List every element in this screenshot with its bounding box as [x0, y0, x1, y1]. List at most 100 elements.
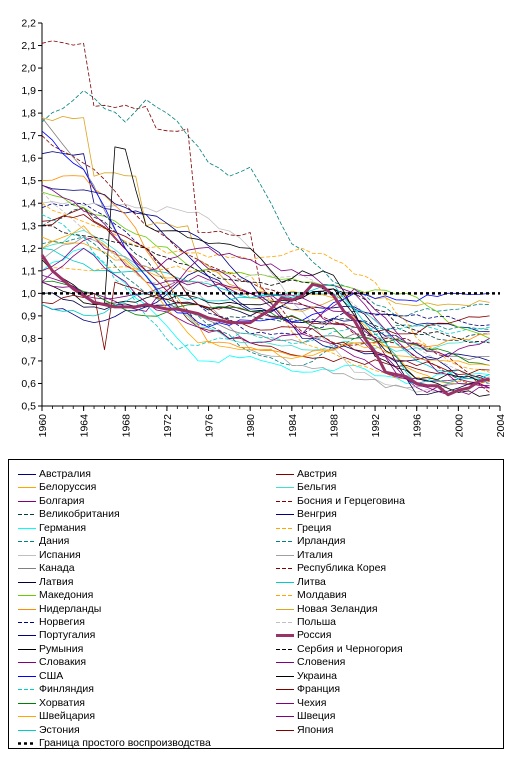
legend-label: Великобритания — [39, 508, 120, 521]
series-line-1 — [41, 207, 490, 375]
y-tick-label: 0,7 — [21, 355, 36, 367]
y-tick-label: 0,9 — [21, 310, 36, 322]
legend-swatch — [18, 729, 36, 731]
y-tick-label: 1,1 — [21, 265, 36, 277]
legend-swatch — [276, 675, 294, 677]
legend-label: Канада — [39, 562, 75, 575]
series-line-18 — [41, 191, 490, 339]
legend-label: Финляндия — [39, 683, 94, 696]
legend-swatch — [18, 487, 36, 489]
legend-label: Швейцария — [39, 710, 96, 723]
legend-label: Нидерланды — [39, 602, 102, 615]
series-line-24 — [41, 184, 490, 363]
legend-swatch — [18, 527, 36, 529]
x-axis: 1960 1964 1968 1972 1976 1980 1984 1988 1992 1996… — [37, 405, 507, 438]
y-tick-label: 0,6 — [21, 378, 36, 390]
legend-label: США — [39, 669, 64, 682]
legend-label: Эстония — [39, 723, 80, 736]
legend-swatch — [276, 514, 294, 516]
series-line-21 — [41, 116, 490, 312]
series-line-30 — [41, 130, 490, 328]
legend-label: Бельгия — [297, 481, 337, 494]
legend-swatch — [18, 474, 36, 475]
legend-swatch — [276, 554, 294, 556]
legend-swatch — [276, 581, 294, 583]
y-tick-label: 0,8 — [21, 333, 36, 345]
legend-swatch — [276, 634, 294, 638]
series-line-33 — [41, 214, 490, 335]
legend-label: Чехия — [297, 696, 327, 709]
legend: Австралия Австрия Белоруссия Бельгия Болгари… — [8, 459, 504, 749]
legend-swatch — [18, 568, 36, 570]
legend-swatch — [18, 541, 36, 543]
legend-label: Австрия — [297, 468, 337, 480]
legend-label: Норвегия — [39, 615, 85, 628]
legend-label: Испания — [39, 548, 81, 561]
legend-swatch — [18, 742, 36, 745]
y-tick-label: 1,0 — [21, 288, 36, 300]
legend-label: Словакия — [39, 656, 87, 669]
legend-label: Словения — [297, 656, 346, 669]
y-axis: 0,5 0,6 0,7 0,8 0,9 1,0 1,1 1,2 1,3 1,4 1,5 1,6 1,7 1… — [21, 18, 43, 413]
y-tick-label: 1,7 — [21, 130, 36, 142]
legend-swatch — [276, 595, 294, 597]
series-line-37 — [41, 247, 490, 357]
series-line-23 — [41, 191, 490, 384]
series-line-31 — [41, 281, 490, 397]
legend-label: Босния и Герцеговина — [297, 494, 405, 507]
chart: 0,5 0,6 0,7 0,8 0,9 1,0 1,1 1,2 1,3 1,4 1,5 1,6 1,7 1… — [21, 18, 507, 438]
x-tick-label: 1964 — [79, 414, 91, 438]
series-line-17 — [41, 247, 490, 384]
x-tick-label: 1960 — [37, 414, 49, 438]
legend-swatch — [18, 595, 36, 597]
legend-label: Сербия и Черногория — [297, 642, 403, 655]
series-line-10 — [41, 236, 490, 366]
y-tick-label: 2,0 — [21, 63, 36, 75]
legend-swatch — [18, 702, 36, 704]
x-tick-label: 1976 — [204, 414, 216, 438]
x-tick-label: 1984 — [287, 414, 299, 438]
legend-label: Болгария — [39, 494, 85, 507]
legend-label: Польша — [297, 615, 337, 628]
legend-swatch — [18, 581, 36, 583]
series-line-11 — [41, 90, 490, 317]
legend-label: Республика Корея — [297, 562, 387, 575]
series-line-28 — [41, 184, 490, 389]
legend-swatch — [276, 648, 294, 650]
legend-swatch — [276, 474, 294, 475]
series-line-27 — [42, 225, 490, 344]
x-tick-label: 1980 — [245, 414, 257, 438]
legend-swatch — [276, 621, 294, 623]
legend-swatch — [18, 621, 36, 623]
legend-label: Япония — [297, 723, 334, 736]
legend-label: Румыния — [39, 642, 84, 655]
x-tick-label: 1972 — [162, 414, 174, 438]
legend-swatch — [18, 554, 36, 556]
y-tick-label: 1,5 — [21, 175, 36, 187]
legend-label: Италия — [297, 548, 333, 561]
y-tick-label: 2,2 — [21, 18, 36, 30]
legend-label: Россия — [297, 629, 332, 642]
legend-swatch — [18, 608, 36, 610]
legend-label: Македония — [39, 589, 94, 602]
x-tick-label: 1996 — [412, 414, 424, 438]
legend-swatch — [18, 648, 36, 650]
legend-swatch — [276, 541, 294, 543]
x-tick-label: 1992 — [370, 414, 382, 438]
legend-label: Ирландия — [297, 535, 346, 548]
series-line-0 — [41, 151, 490, 333]
y-tick-label: 1,4 — [21, 198, 36, 210]
legend-label: Франция — [297, 683, 341, 696]
y-tick-label: 1,8 — [21, 108, 36, 120]
legend-swatch — [18, 675, 36, 677]
legend-label: Хорватия — [39, 696, 85, 709]
x-tick-label: 1968 — [120, 414, 132, 438]
legend-label: Литва — [297, 575, 326, 588]
legend-label: Германия — [39, 521, 87, 534]
series-line-3 — [41, 229, 490, 352]
series-line-19 — [41, 202, 490, 373]
legend-swatch — [18, 500, 36, 502]
legend-swatch — [276, 527, 294, 529]
legend-label: Дания — [39, 535, 70, 548]
y-tick-label: 1,3 — [21, 220, 36, 232]
